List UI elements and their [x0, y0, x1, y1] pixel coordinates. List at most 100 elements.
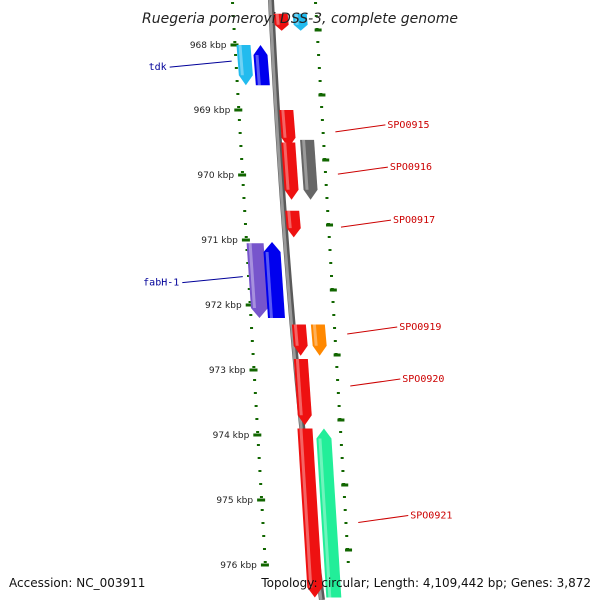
gene-arrow[interactable]: [263, 241, 285, 318]
gene-SPO0920-red_gene[interactable]: [293, 358, 312, 426]
gene-unlabeled-orange_gene[interactable]: [310, 324, 327, 356]
minor-tick-left: [253, 392, 257, 394]
minor-tick-left: [261, 522, 265, 524]
major-tick-left: [260, 563, 269, 567]
minor-tick-left: [263, 561, 267, 563]
gene-arrow[interactable]: [310, 324, 327, 356]
minor-tick-right: [335, 366, 339, 368]
gene-label[interactable]: SPO0919: [399, 322, 441, 333]
gene-label-connector: [337, 166, 388, 175]
major-tick-right: [326, 223, 334, 227]
minor-tick-right: [328, 249, 332, 251]
gene-label-connector: [335, 124, 386, 133]
major-tick-left: [245, 303, 254, 307]
gene-unlabeled-teal_gene[interactable]: [316, 428, 342, 598]
minor-tick-left: [235, 80, 239, 82]
gene-arrow[interactable]: [292, 13, 308, 31]
minor-tick-right: [337, 405, 341, 407]
minor-tick-right: [333, 327, 337, 329]
gene-unlabeled-gray_gene[interactable]: [300, 139, 318, 200]
gene-arrow[interactable]: [246, 243, 268, 318]
gene-fabH-1-purple_gene[interactable]: [246, 243, 268, 318]
minor-tick-left: [231, 15, 235, 17]
gene-tdk-lightblue_gene[interactable]: [236, 45, 253, 86]
minor-tick-right: [333, 340, 337, 342]
gene-label-connector: [169, 60, 232, 68]
minor-tick-left: [234, 67, 238, 69]
major-tick-right: [345, 548, 353, 552]
gene-label-connector: [340, 219, 392, 228]
minor-tick-right: [326, 210, 330, 212]
gene-SPO0919-red_gene[interactable]: [291, 324, 308, 356]
major-tick-left: [241, 238, 250, 242]
tick-label: 975 kbp: [216, 496, 253, 506]
gene-label[interactable]: SPO0916: [390, 162, 432, 173]
minor-tick-left: [240, 171, 244, 173]
major-tick-right: [337, 418, 345, 422]
gene-arrow[interactable]: [300, 139, 318, 200]
minor-tick-left: [250, 340, 254, 342]
gene-unlabeled-blue_gene[interactable]: [263, 241, 285, 318]
gene-SPO0921-red_gene[interactable]: [297, 428, 323, 598]
gene-arrow[interactable]: [281, 142, 299, 200]
major-tick-left: [257, 498, 266, 502]
minor-tick-right: [321, 132, 325, 134]
major-tick-left: [230, 43, 239, 47]
gene-label-connector: [350, 378, 401, 387]
gene-arrow[interactable]: [316, 428, 342, 598]
gene-label-connector: [358, 515, 409, 523]
minor-tick-right: [340, 457, 344, 459]
minor-tick-left: [251, 353, 255, 355]
minor-tick-left: [243, 223, 247, 225]
gene-arrow[interactable]: [285, 210, 301, 238]
minor-tick-right: [339, 431, 343, 433]
gene-SPO0917-red_gene[interactable]: [285, 210, 301, 238]
major-tick-left: [238, 173, 247, 177]
minor-tick-left: [245, 249, 249, 251]
gene-arrow[interactable]: [273, 13, 289, 31]
gene-arrow[interactable]: [297, 428, 323, 598]
gene-label[interactable]: SPO0917: [393, 215, 435, 226]
minor-tick-left: [253, 379, 257, 381]
gene-arrow[interactable]: [291, 324, 308, 356]
gene-label[interactable]: tdk: [149, 62, 167, 73]
major-tick-left: [234, 108, 243, 112]
tick-label: 973 kbp: [209, 366, 246, 376]
gene-arrow[interactable]: [236, 45, 253, 86]
gene-arrow-highlight: [265, 251, 273, 318]
gene-arrow-highlight: [238, 45, 244, 76]
minor-tick-right: [336, 392, 340, 394]
gene-label[interactable]: SPO0920: [402, 374, 444, 385]
gene-arrow-highlight: [283, 142, 290, 190]
minor-tick-left: [236, 93, 240, 95]
minor-tick-right: [317, 67, 321, 69]
minor-tick-left: [231, 2, 235, 4]
gene-unlabeled-blue_gene[interactable]: [253, 45, 270, 86]
gene-unlabeled-lightblue_gene[interactable]: [292, 13, 308, 31]
minor-tick-right: [344, 522, 348, 524]
gene-label[interactable]: SPO0921: [410, 511, 452, 522]
gene-arrow[interactable]: [293, 358, 312, 426]
gene-SPO0915-red_gene[interactable]: [279, 110, 296, 148]
gene-arrow[interactable]: [253, 45, 270, 86]
minor-tick-right: [322, 145, 326, 147]
minor-tick-right: [324, 184, 328, 186]
minor-tick-left: [243, 210, 247, 212]
minor-tick-left: [237, 106, 241, 108]
gene-arrow-highlight: [302, 139, 309, 190]
minor-tick-right: [320, 119, 324, 121]
minor-tick-left: [238, 132, 242, 134]
gene-unlabeled-red_gene[interactable]: [273, 13, 289, 31]
gene-SPO0916-red_gene[interactable]: [281, 142, 299, 200]
gene-arrow-highlight: [299, 428, 313, 588]
major-tick-left: [249, 368, 258, 372]
gene-label[interactable]: fabH-1: [143, 278, 179, 289]
minor-tick-right: [314, 2, 318, 4]
tick-label: 972 kbp: [205, 301, 242, 311]
minor-tick-right: [325, 197, 329, 199]
gene-label[interactable]: SPO0915: [387, 120, 429, 131]
gene-arrow[interactable]: [279, 110, 296, 148]
minor-tick-left: [233, 41, 237, 43]
minor-tick-right: [317, 54, 321, 56]
